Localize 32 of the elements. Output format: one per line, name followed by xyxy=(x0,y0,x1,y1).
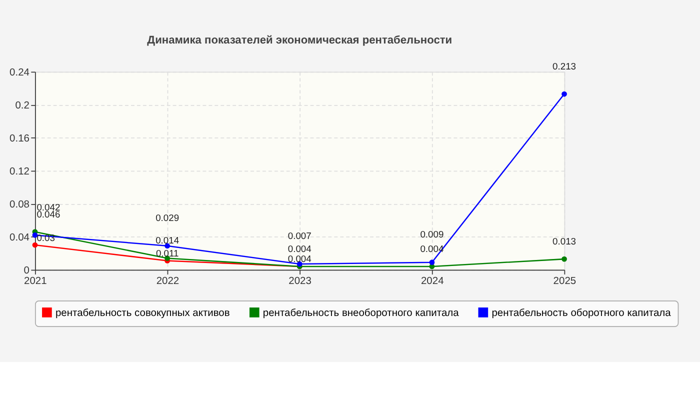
legend-label: рентабельность совокупных активов xyxy=(55,308,230,319)
chart-title: Динамика показателей экономическая рентабельности xyxy=(147,34,452,47)
data-label: 0.011 xyxy=(156,247,179,258)
y-tick-label: 0.2 xyxy=(15,100,30,112)
data-label: 0.213 xyxy=(552,60,576,72)
data-label: 0.042 xyxy=(36,201,60,212)
legend-label: рентабельность оборотного капитала xyxy=(492,308,672,319)
data-label: 0.004 xyxy=(288,242,312,254)
y-tick-label: 0 xyxy=(24,266,30,277)
point xyxy=(562,91,567,97)
x-tick-label: 2021 xyxy=(24,276,48,287)
point xyxy=(562,256,567,262)
point xyxy=(32,242,38,248)
y-tick-label: 0.24 xyxy=(10,68,30,79)
data-label: 0.004 xyxy=(288,253,312,264)
y-tick-label: 0.04 xyxy=(10,232,30,244)
point xyxy=(32,232,38,238)
data-label: 0.014 xyxy=(156,234,180,246)
legend-label: рентабельность внеоборотного капитала xyxy=(262,308,460,319)
y-tick-label: 0.08 xyxy=(10,200,30,211)
x-tick-label: 2025 xyxy=(553,276,576,287)
data-label: 0.004 xyxy=(420,242,444,254)
y-tick-label: 0.16 xyxy=(10,134,30,145)
x-tick-label: 2022 xyxy=(156,276,180,287)
x-tick-label: 2023 xyxy=(288,276,312,287)
point xyxy=(429,260,435,266)
data-label: 0.013 xyxy=(552,236,576,247)
x-tick-label: 2024 xyxy=(420,276,444,287)
data-label: 0.009 xyxy=(420,228,444,240)
data-label: 0.029 xyxy=(156,212,180,224)
data-label: 0.007 xyxy=(288,230,312,242)
y-tick-label: 0.12 xyxy=(10,166,30,178)
